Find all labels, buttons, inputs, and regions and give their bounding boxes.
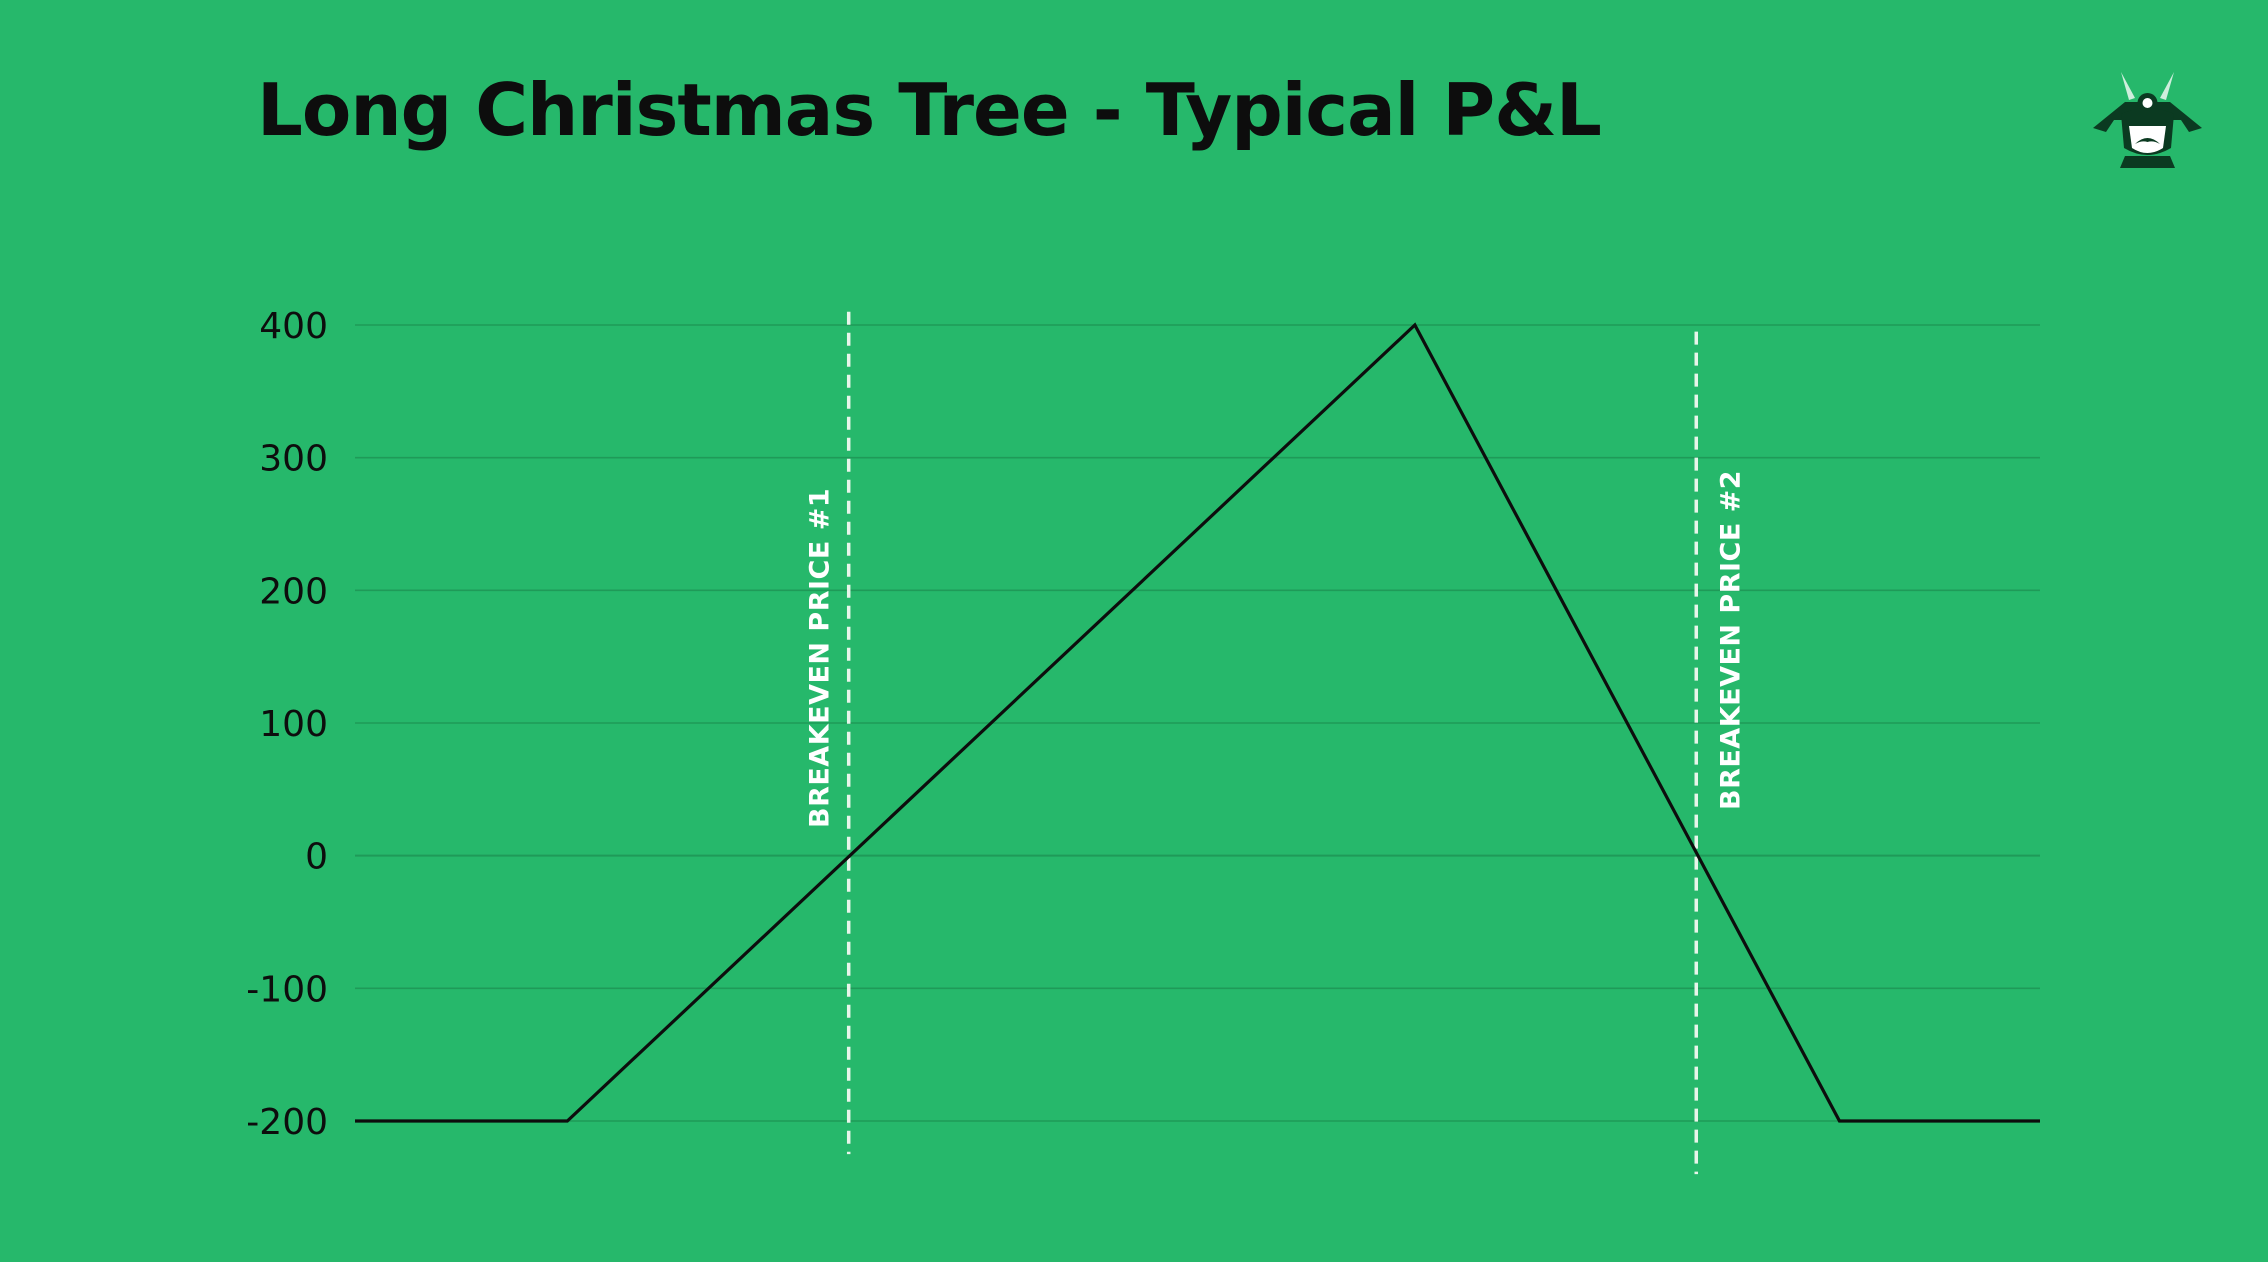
y-tick-label: 200 (259, 571, 328, 612)
breakeven-label-2: BREAKEVEN PRICE #2 (1715, 470, 1746, 810)
gridlines (355, 324, 2040, 1122)
samurai-logo-icon (2093, 72, 2202, 168)
breakeven-label-1: BREAKEVEN PRICE #1 (805, 488, 836, 828)
y-tick-label: -100 (246, 969, 328, 1010)
y-tick-label: -200 (246, 1102, 328, 1143)
y-axis-ticks: 400 300 200 100 0 -100 -200 (246, 306, 328, 1143)
y-tick-label: 100 (259, 704, 328, 745)
series-group (355, 322, 2040, 1123)
pnl-series-line (355, 322, 2040, 1123)
breakeven-lines: BREAKEVEN PRICE #1 BREAKEVEN PRICE #2 (805, 311, 1746, 1175)
chart-title: Long Christmas Tree - Typical P&L (257, 68, 1602, 152)
y-tick-label: 0 (305, 837, 328, 878)
y-tick-label: 300 (259, 439, 328, 480)
y-tick-label: 400 (259, 306, 328, 347)
